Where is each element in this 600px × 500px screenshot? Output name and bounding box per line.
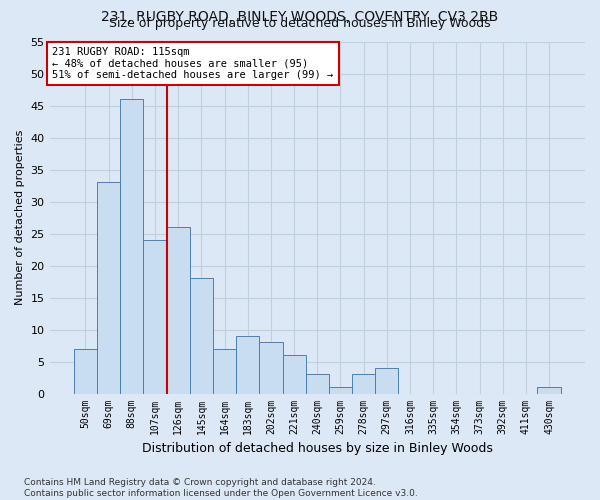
Text: Contains HM Land Registry data © Crown copyright and database right 2024.
Contai: Contains HM Land Registry data © Crown c… <box>24 478 418 498</box>
Bar <box>259 342 283 394</box>
Bar <box>352 374 375 394</box>
Bar <box>97 182 120 394</box>
Bar <box>167 227 190 394</box>
Bar <box>143 240 167 394</box>
Bar <box>213 348 236 394</box>
Bar <box>120 99 143 394</box>
Text: Size of property relative to detached houses in Binley Woods: Size of property relative to detached ho… <box>109 18 491 30</box>
Y-axis label: Number of detached properties: Number of detached properties <box>15 130 25 305</box>
Text: 231, RUGBY ROAD, BINLEY WOODS, COVENTRY, CV3 2BB: 231, RUGBY ROAD, BINLEY WOODS, COVENTRY,… <box>101 10 499 24</box>
Bar <box>190 278 213 394</box>
Bar <box>375 368 398 394</box>
Bar <box>538 387 560 394</box>
Bar <box>329 387 352 394</box>
Bar <box>283 355 305 394</box>
Bar <box>305 374 329 394</box>
X-axis label: Distribution of detached houses by size in Binley Woods: Distribution of detached houses by size … <box>142 442 493 455</box>
Text: 231 RUGBY ROAD: 115sqm
← 48% of detached houses are smaller (95)
51% of semi-det: 231 RUGBY ROAD: 115sqm ← 48% of detached… <box>52 47 334 80</box>
Bar <box>74 348 97 394</box>
Bar <box>236 336 259 394</box>
